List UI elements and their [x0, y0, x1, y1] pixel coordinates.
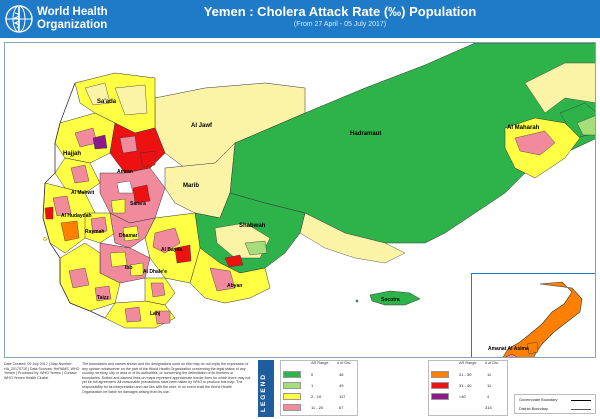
label-hajjah: Hajjah: [63, 151, 82, 157]
legend-row: 21 - 30 11: [429, 370, 507, 379]
legend-swatch: [283, 371, 301, 378]
legend-swatch: [283, 404, 301, 411]
legend-header-range: AR Range: [311, 361, 329, 365]
legend-swatch: [431, 371, 449, 378]
inset-amanat-al-asima: [472, 274, 595, 357]
label-addhalee: Al Dhale'e: [143, 269, 167, 275]
org-name: World Health Organization: [37, 6, 108, 31]
label-almaharah: Al Maharah: [507, 125, 540, 131]
legend-tab: LEGEND: [258, 360, 274, 417]
legend-header-count: # of Dis.: [485, 361, 499, 365]
label-aljawf: Al Jawf: [191, 123, 213, 129]
yemen-map: [5, 43, 595, 357]
legend-range: 11 - 20: [311, 405, 324, 410]
header-bar: World Health Organization Yemen : Choler…: [0, 0, 600, 38]
legend-count: 46: [339, 372, 344, 377]
label-dhamar: Dhamar: [119, 233, 138, 239]
label-ibb: Ibb: [125, 265, 133, 271]
label-taizz: Taizz: [97, 295, 109, 301]
region-socotra: [369, 290, 421, 306]
legend-row: 31 - 40 11: [429, 381, 507, 390]
legend-range: 1: [311, 383, 314, 388]
governorate-boundary-line: [571, 400, 591, 401]
label-shabwah: Shabwah: [239, 223, 266, 229]
legend-range: 0: [311, 372, 314, 377]
map-area: Sa'ada Hajjah Al Jawf Hadramaut Al Mahar…: [4, 42, 596, 358]
label-alhudaydah: Al Hudaydah: [61, 213, 92, 219]
map-metadata: Date Created: 09 July 2017 | Map Number:…: [4, 362, 80, 380]
legend-row: >40 4: [429, 392, 507, 401]
legend-swatch: [431, 382, 449, 389]
label-almahwit: Al Mahwit: [71, 190, 95, 196]
legend-row: 11 - 20 67: [281, 403, 357, 412]
legend-range: 2 - 10: [311, 394, 322, 399]
legend-count: 11: [487, 383, 492, 388]
label-amanat-al-asima: Amanat Al Asima: [488, 346, 529, 352]
legend-total: 315: [485, 405, 492, 410]
label-albayda: Al Bayda: [161, 247, 183, 253]
who-emblem-icon: [5, 5, 33, 33]
governorate-boundary-label: Governorate Boundary: [519, 398, 558, 402]
legend-swatch: [283, 382, 301, 389]
disclaimer-text: The boundaries and names shown and the d…: [82, 362, 251, 394]
who-logo: World Health Organization: [4, 4, 136, 34]
legend-range: 21 - 30: [459, 372, 472, 377]
inset-map: Amanat Al Asima: [471, 273, 595, 357]
legend-swatch: [431, 393, 449, 400]
legend-row: 1 49: [281, 381, 357, 390]
legend-title: LEGEND: [260, 372, 267, 412]
label-hadramaut: Hadramaut: [350, 131, 382, 137]
legend-header-count: # of Dis.: [337, 361, 351, 365]
legend-row: 0 46: [281, 370, 357, 379]
legend-table-right: AR Range # of Dis. 21 - 30 11 31 - 40 11…: [428, 360, 508, 416]
district-boundary-line: [571, 409, 591, 410]
legend-range: >40: [459, 394, 466, 399]
region-hadramaut-south: [299, 212, 406, 264]
legend-header-range: AR Range: [459, 361, 477, 365]
map-title: Yemen : Cholera Attack Rate (‰) Populati…: [203, 4, 477, 19]
legend-range: 31 - 40: [459, 383, 472, 388]
legend-count: 67: [339, 405, 344, 410]
legend-count: 49: [339, 383, 344, 388]
legend-table-left: AR Range # of Dis. 0 46 1 49 2 - 10 117 …: [280, 360, 358, 416]
label-sada: Sa'ada: [97, 99, 117, 105]
legend-count: 117: [339, 394, 346, 399]
legend-swatch: [283, 393, 301, 400]
map-subtitle: (From 27 April - 05 July 2017): [293, 21, 387, 28]
label-amran: Amran: [117, 169, 133, 175]
label-lahj: Lahj: [150, 311, 161, 317]
label-abyan: Abyan: [227, 283, 243, 289]
legend: AR Range # of Dis. 0 46 1 49 2 - 10 117 …: [278, 360, 598, 417]
label-marib: Marib: [183, 183, 200, 189]
district-boundary-label: District Boundary: [519, 407, 548, 411]
label-raymah: Raymah: [85, 229, 105, 235]
legend-count: 11: [487, 372, 492, 377]
label-socotra: Socotra: [381, 297, 400, 303]
label-sanaa: Sana'a: [130, 201, 146, 207]
footer: Date Created: 09 July 2017 | Map Number:…: [0, 360, 600, 419]
legend-count: 4: [487, 394, 490, 399]
legend-row: 2 - 10 117: [281, 392, 357, 401]
boundary-legend: Governorate Boundary District Boundary: [514, 394, 596, 414]
